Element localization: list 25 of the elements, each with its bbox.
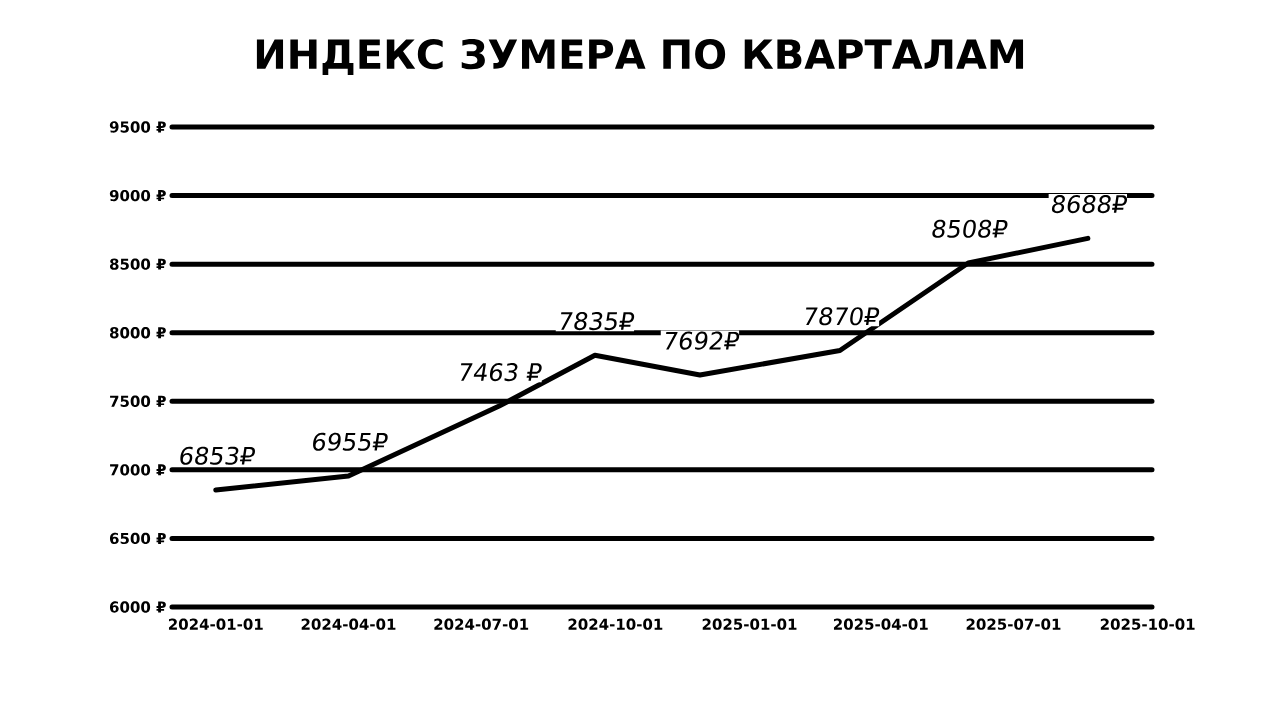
data-label: 8508₽ — [932, 219, 1008, 238]
data-label: 6853₽ — [180, 446, 256, 465]
y-tick-label: 8000 ₽ — [109, 327, 166, 339]
y-tick-label: 9500 ₽ — [109, 121, 166, 133]
y-tick-label: 6000 ₽ — [110, 601, 166, 613]
x-tick-label: 2025-01-01 — [702, 618, 797, 630]
x-tick-label: 2025-04-01 — [833, 618, 928, 630]
data-label: 7870₽ — [806, 307, 880, 326]
x-tick-label: 2024-01-01 — [168, 618, 263, 630]
y-tick-label: 6500 ₽ — [110, 532, 166, 545]
data-label: 8688₽ — [1051, 195, 1128, 214]
y-tick-label: 7000 ₽ — [110, 464, 166, 476]
data-label: 7463 ₽ — [460, 362, 542, 382]
y-tick-label: 8500 ₽ — [109, 258, 166, 270]
x-tick-label: 2024-10-01 — [568, 618, 663, 630]
x-tick-label: 2025-10-01 — [1100, 618, 1195, 630]
x-tick-label: 2024-07-01 — [434, 618, 529, 630]
chart-title: ИНДЕКС ЗУМЕРА ПО КВАРТАЛАМ — [256, 39, 1024, 75]
x-tick-label: 2025-07-01 — [966, 618, 1061, 630]
data-label: 7692₽ — [666, 331, 740, 350]
data-label: 6955₽ — [313, 432, 388, 451]
data-label: 7835₽ — [561, 311, 635, 331]
y-tick-label: 9000 ₽ — [109, 189, 166, 202]
y-tick-label: 7500 ₽ — [110, 395, 166, 407]
x-tick-label: 2024-04-01 — [301, 618, 396, 630]
